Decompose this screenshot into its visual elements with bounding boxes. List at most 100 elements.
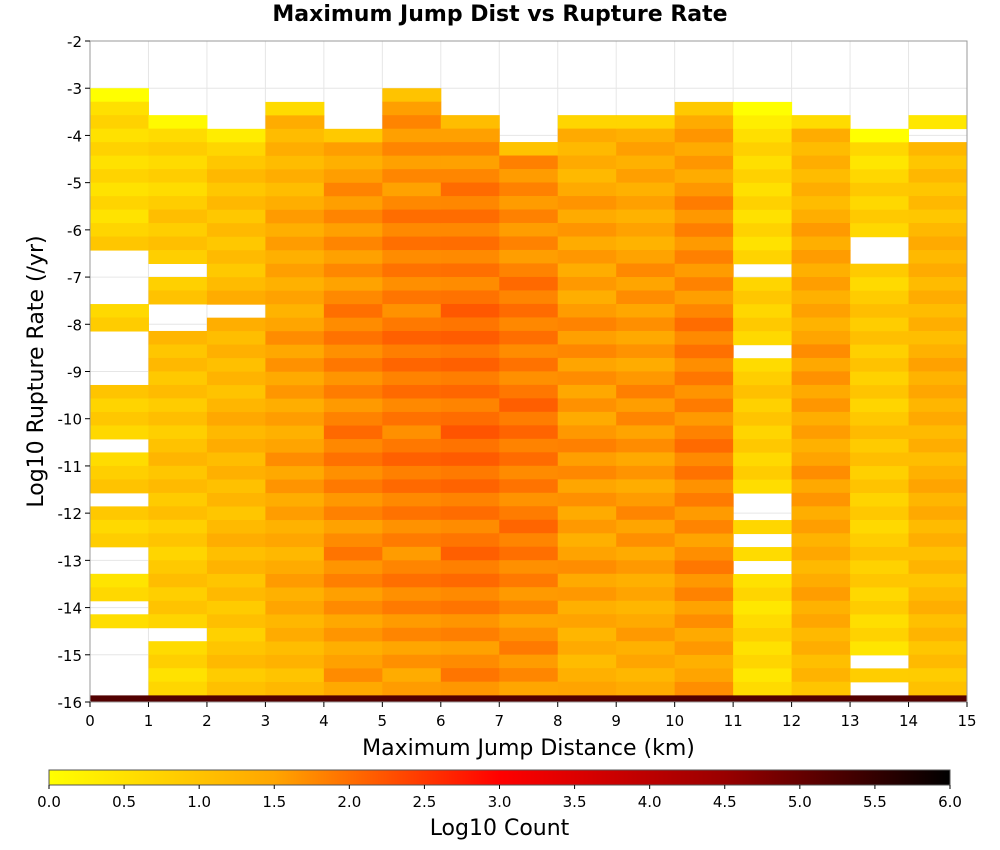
heatmap-cell <box>850 209 910 224</box>
heatmap-cell <box>382 411 442 426</box>
heatmap-cell <box>382 492 442 507</box>
heatmap-cell <box>616 465 676 480</box>
heatmap-cell <box>850 385 910 400</box>
heatmap-cell <box>440 128 500 143</box>
heatmap-cell <box>323 304 383 319</box>
heatmap-cell <box>733 627 793 642</box>
heatmap-cell <box>499 303 559 318</box>
heatmap-cell <box>206 668 266 683</box>
heatmap-cell <box>90 128 149 143</box>
heatmap-cell <box>908 384 968 399</box>
heatmap-cell <box>90 614 149 629</box>
colorbar-tick-label: 0.0 <box>37 793 61 811</box>
heatmap-cell <box>908 573 968 588</box>
heatmap-cell <box>616 317 676 332</box>
heatmap-cell <box>265 223 325 238</box>
heatmap-cell <box>908 411 968 426</box>
heatmap-cell <box>499 614 559 629</box>
heatmap-cell <box>148 182 208 197</box>
heatmap-cell <box>674 439 734 454</box>
heatmap-cell <box>382 128 442 143</box>
heatmap-cell <box>323 142 383 157</box>
x-tick-label: 13 <box>841 712 860 730</box>
heatmap-cell <box>382 223 442 238</box>
heatmap-cell <box>323 466 383 481</box>
heatmap-cell <box>733 290 793 305</box>
heatmap-cell <box>733 654 793 669</box>
colorbar-tick-label: 3.0 <box>488 793 512 811</box>
heatmap-cell <box>440 155 500 170</box>
heatmap-cell <box>265 681 325 696</box>
heatmap-cell <box>440 573 500 588</box>
heatmap-cell <box>850 506 910 521</box>
heatmap-cell <box>499 357 559 372</box>
heatmap-cell <box>265 614 325 629</box>
heatmap-cell <box>323 196 383 211</box>
heatmap-cell <box>382 209 442 224</box>
heatmap-cell <box>674 317 734 332</box>
heatmap-cell <box>323 425 383 440</box>
heatmap-cell <box>850 439 910 454</box>
heatmap-cell <box>323 290 383 305</box>
heatmap-cell <box>557 330 617 345</box>
heatmap-cell <box>791 411 851 426</box>
heatmap-cell <box>499 276 559 291</box>
heatmap-cell <box>206 493 266 508</box>
heatmap-cell <box>908 169 968 184</box>
heatmap-cell <box>616 614 676 629</box>
heatmap-cell <box>323 681 383 696</box>
heatmap-cell <box>791 668 851 683</box>
heatmap-cell <box>557 668 617 683</box>
heatmap-cell <box>499 668 559 683</box>
heatmap-cell <box>90 573 149 588</box>
heatmap-cell <box>674 331 734 346</box>
heatmap-cell <box>616 330 676 345</box>
heatmap-cell <box>206 533 266 548</box>
heatmap-cell <box>674 344 734 359</box>
heatmap-cell <box>850 169 910 184</box>
heatmap-cell <box>265 209 325 224</box>
heatmap-cell <box>850 142 910 157</box>
heatmap-cell <box>499 371 559 386</box>
heatmap-cell <box>323 520 383 534</box>
heatmap-cell <box>674 479 734 494</box>
heatmap-cell <box>440 169 500 184</box>
heatmap-cell <box>148 371 208 386</box>
heatmap-cell <box>908 438 968 453</box>
heatmap-cell <box>791 115 851 130</box>
heatmap-cell <box>382 519 442 534</box>
heatmap-cell <box>499 479 559 494</box>
heatmap-cell <box>616 209 676 224</box>
heatmap-cell <box>616 411 676 426</box>
heatmap-cell <box>440 614 500 629</box>
heatmap-cell <box>323 587 383 602</box>
heatmap-cell <box>90 142 149 157</box>
heatmap-cell <box>382 681 442 696</box>
heatmap-cell <box>791 519 851 534</box>
x-tick-label: 9 <box>611 712 621 730</box>
heatmap-cell <box>674 601 734 615</box>
heatmap-cell <box>499 533 559 548</box>
heatmap-cell <box>908 344 968 359</box>
heatmap-cell <box>908 479 968 494</box>
heatmap-cell <box>265 627 325 642</box>
heatmap-cell <box>440 654 500 669</box>
heatmap-cell <box>733 331 793 346</box>
heatmap-cell <box>382 425 442 440</box>
heatmap-cell <box>674 142 734 157</box>
heatmap-cell <box>674 587 734 602</box>
heatmap-cell <box>908 398 968 413</box>
heatmap-cell <box>265 560 325 575</box>
heatmap-cell <box>382 641 442 656</box>
heatmap-cell <box>850 182 910 197</box>
x-tick-label: 6 <box>436 712 446 730</box>
heatmap-cell <box>499 236 559 251</box>
heatmap-cell <box>382 115 442 130</box>
heatmap-cell <box>382 560 442 575</box>
heatmap-cell <box>733 425 793 440</box>
heatmap-cell <box>382 331 442 346</box>
heatmap-cell <box>440 425 500 440</box>
heatmap-cell <box>382 546 442 561</box>
heatmap-cell <box>206 398 266 413</box>
heatmap-cell <box>265 587 325 602</box>
